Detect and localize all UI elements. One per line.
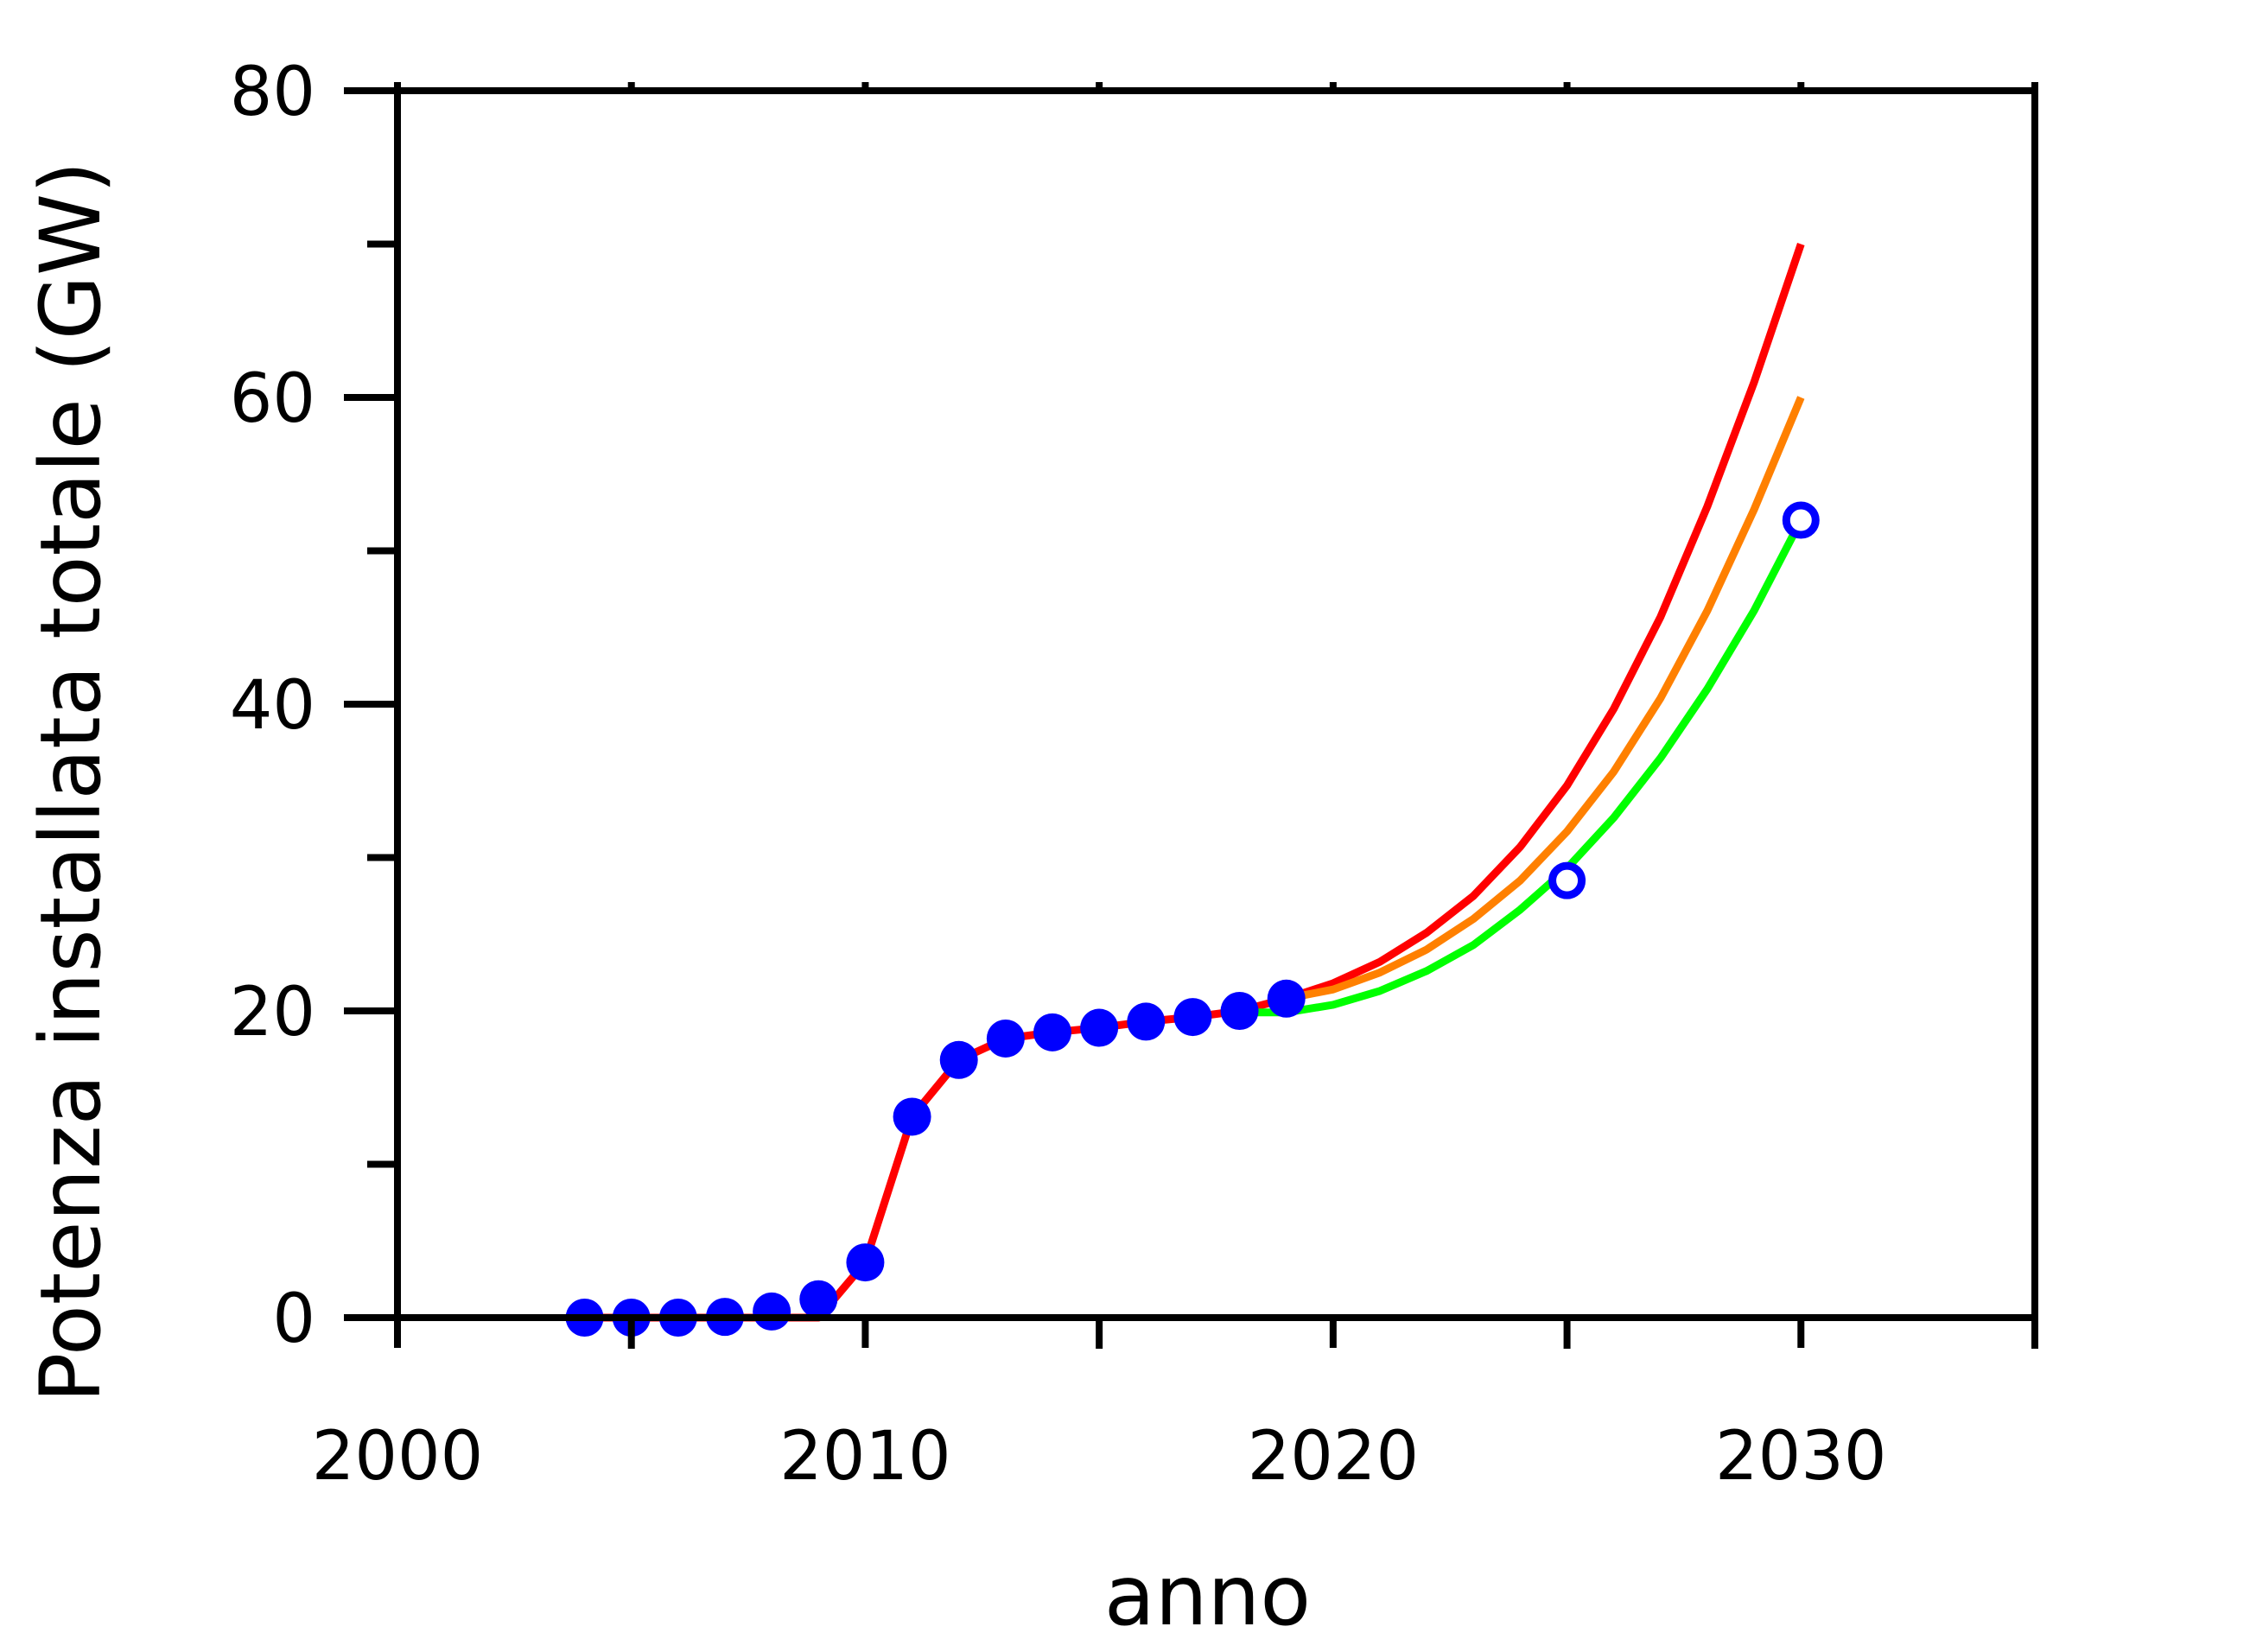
data-point (939, 1040, 978, 1079)
data-point (1173, 998, 1212, 1037)
target-point (1548, 861, 1586, 899)
y-tick-label: 20 (230, 974, 315, 1052)
x-tick-label: 2000 (312, 1418, 484, 1496)
data-point (986, 1019, 1025, 1058)
series-line-0 (584, 243, 1805, 1322)
series-line-1 (1285, 396, 1805, 1003)
data-point (1080, 1008, 1119, 1047)
y-tick-label: 60 (230, 360, 315, 438)
data-point (846, 1243, 885, 1282)
y-tick-label: 40 (230, 667, 315, 745)
series-markers (565, 501, 1820, 1337)
data-point (1033, 1013, 1071, 1052)
x-tick-label: 2010 (779, 1418, 951, 1496)
x-axis-title: anno (1104, 1547, 1311, 1644)
axis-tick-labels: 2000 2010 2020 2030 0 20 40 60 80 (230, 54, 1887, 1496)
data-point (799, 1280, 838, 1318)
target-point (1782, 501, 1820, 539)
x-tick-label: 2020 (1248, 1418, 1420, 1496)
data-point (753, 1292, 791, 1331)
x-tick-label: 2030 (1715, 1418, 1887, 1496)
y-tick-label: 0 (272, 1280, 315, 1358)
data-point (1267, 979, 1306, 1018)
y-tick-label: 80 (230, 54, 315, 131)
y-axis-title: Potenza installata totale (GW) (22, 162, 119, 1403)
series-line-2 (1239, 518, 1805, 1017)
series-lines (584, 243, 1805, 1322)
data-point (893, 1097, 931, 1136)
data-point (1220, 992, 1259, 1030)
data-point (1127, 1002, 1166, 1041)
axis-ticks (344, 82, 2038, 1349)
